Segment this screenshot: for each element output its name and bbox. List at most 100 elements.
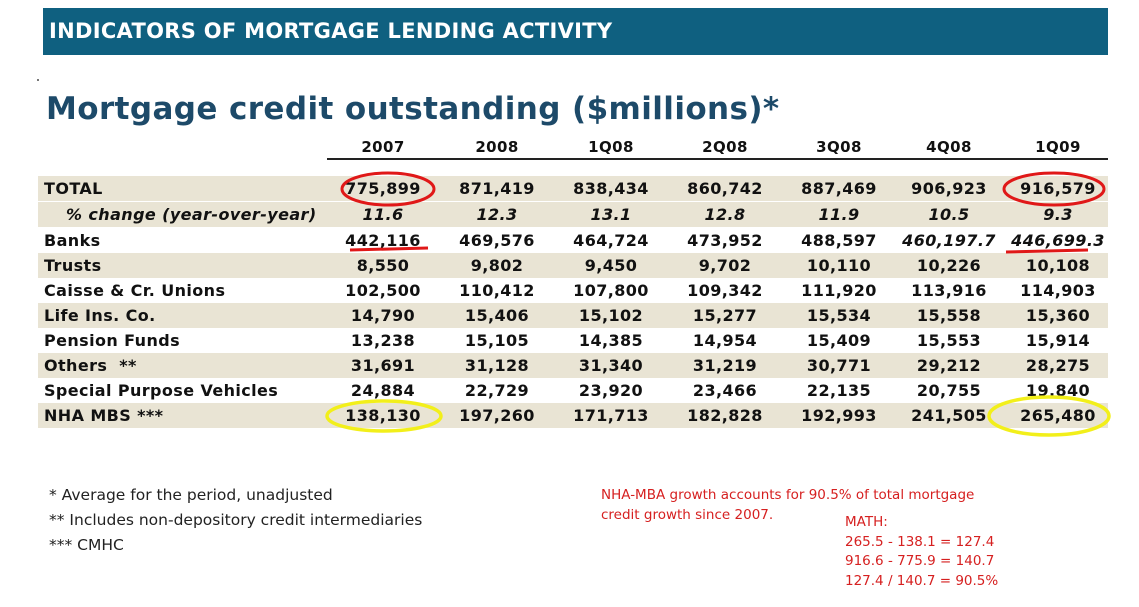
table-cell: 138,130 — [345, 406, 421, 425]
table-cell: 29,212 — [916, 356, 982, 375]
col-header: 2Q08 — [702, 138, 748, 156]
section-banner: INDICATORS OF MORTGAGE LENDING ACTIVITY — [43, 8, 1108, 55]
table-cell: 10.5 — [928, 205, 970, 224]
table-row-life-ins: Life Ins. Co. 14,790 15,406 15,102 15,27… — [38, 303, 1108, 328]
table-cell: 15,534 — [806, 306, 872, 325]
col-header: 2007 — [361, 138, 405, 156]
row-label: Others ** — [44, 356, 137, 375]
row-label: Special Purpose Vehicles — [44, 381, 279, 400]
table-cell: 916,579 — [1020, 179, 1096, 198]
table-cell: 23,920 — [578, 381, 644, 400]
table-row-nha-mbs: NHA MBS *** 138,130 197,260 171,713 182,… — [38, 403, 1108, 428]
footnote: * Average for the period, unadjusted — [49, 486, 333, 504]
table-cell: 15,553 — [916, 331, 982, 350]
table-cell: 775,899 — [345, 179, 421, 198]
table-cell: 887,469 — [801, 179, 877, 198]
table-cell: 23,466 — [692, 381, 758, 400]
math-line: 265.5 - 138.1 = 127.4 — [845, 533, 995, 550]
table-header-row: 2007 2008 1Q08 2Q08 3Q08 4Q08 1Q09 — [38, 135, 1108, 160]
table-cell: 15,105 — [464, 331, 530, 350]
table-cell: 15,277 — [692, 306, 758, 325]
table-cell: 442,116 — [345, 231, 421, 250]
table-cell: 488,597 — [801, 231, 877, 250]
table-cell: 12.8 — [704, 205, 746, 224]
table-cell: 11.9 — [818, 205, 860, 224]
table-row-caisse: Caisse & Cr. Unions 102,500 110,412 107,… — [38, 278, 1108, 303]
table-cell: 241,505 — [911, 406, 987, 425]
table-cell: 14,790 — [350, 306, 416, 325]
table-cell: 107,800 — [573, 281, 649, 300]
table-cell: 113,916 — [911, 281, 987, 300]
row-label: Banks — [44, 231, 101, 250]
table-row-trusts: Trusts 8,550 9,802 9,450 9,702 10,110 10… — [38, 253, 1108, 278]
stray-dot — [37, 79, 39, 81]
table-cell: 860,742 — [687, 179, 763, 198]
table-row-pct-change: % change (year-over-year) 11.6 12.3 13.1… — [38, 202, 1108, 227]
table-cell: 28,275 — [1025, 356, 1091, 375]
table-cell: 14,385 — [578, 331, 644, 350]
col-header: 3Q08 — [816, 138, 862, 156]
table-cell: 31,691 — [350, 356, 416, 375]
table-cell: 15,360 — [1025, 306, 1091, 325]
table-cell: 838,434 — [573, 179, 649, 198]
table-cell: 265,480 — [1020, 406, 1096, 425]
table-cell: 12.3 — [476, 205, 518, 224]
table-cell: 10,110 — [806, 256, 872, 275]
table-cell: 24,884 — [350, 381, 416, 400]
table-cell: 473,952 — [687, 231, 763, 250]
table-cell: 30,771 — [806, 356, 872, 375]
table-cell: 11.6 — [362, 205, 404, 224]
table-cell: 14,954 — [692, 331, 758, 350]
table-cell: 464,724 — [573, 231, 649, 250]
table-cell: 15,409 — [806, 331, 872, 350]
table-cell: 469,576 — [459, 231, 535, 250]
table-cell: 9,450 — [584, 256, 638, 275]
col-header: 1Q09 — [1035, 138, 1081, 156]
table-cell: 22,729 — [464, 381, 530, 400]
annotation-line: credit growth since 2007. — [601, 507, 774, 523]
table-cell: 31,340 — [578, 356, 644, 375]
annotation-note: NHA-MBA growth accounts for 90.5% of tot… — [601, 485, 1021, 525]
table-cell: 20,755 — [916, 381, 982, 400]
col-header: 1Q08 — [588, 138, 634, 156]
col-header: 2008 — [475, 138, 519, 156]
annotation-line: NHA-MBA growth accounts for 90.5% of tot… — [601, 487, 975, 503]
table-cell: 446,699.3 — [1011, 231, 1105, 250]
table-row-others: Others ** 31,691 31,128 31,340 31,219 30… — [38, 353, 1108, 378]
row-label: Pension Funds — [44, 331, 181, 350]
annotation-math: MATH: 265.5 - 138.1 = 127.4 916.6 - 775.… — [845, 513, 998, 591]
table-cell: 9,802 — [470, 256, 524, 275]
table-cell: 9,702 — [698, 256, 752, 275]
table-cell: 192,993 — [801, 406, 877, 425]
row-label: Trusts — [44, 256, 102, 275]
footnote: ** Includes non-depository credit interm… — [49, 511, 423, 529]
row-label: NHA MBS *** — [44, 406, 164, 425]
table-cell: 22,135 — [806, 381, 872, 400]
table-cell: 19,840 — [1025, 381, 1091, 400]
table-cell: 10,226 — [916, 256, 982, 275]
col-header: 4Q08 — [926, 138, 972, 156]
table-cell: 31,128 — [464, 356, 530, 375]
math-line: 916.6 - 775.9 = 140.7 — [845, 553, 995, 569]
table-cell: 8,550 — [356, 256, 410, 275]
table-cell: 15,406 — [464, 306, 530, 325]
table-cell: 871,419 — [459, 179, 535, 198]
row-label: % change (year-over-year) — [66, 205, 317, 224]
table-cell: 15,558 — [916, 306, 982, 325]
table-row-spv: Special Purpose Vehicles 24,884 22,729 2… — [38, 378, 1108, 403]
table-cell: 109,342 — [687, 281, 763, 300]
math-title: MATH: — [845, 514, 888, 530]
table-cell: 110,412 — [459, 281, 535, 300]
table-cell: 13,238 — [350, 331, 416, 350]
table-cell: 182,828 — [687, 406, 763, 425]
table-cell: 13.1 — [590, 205, 632, 224]
page-title: Mortgage credit outstanding ($millions)* — [46, 91, 780, 127]
table-cell: 15,914 — [1025, 331, 1091, 350]
table-cell: 10,108 — [1025, 256, 1091, 275]
table-cell: 171,713 — [573, 406, 649, 425]
table-cell: 9.3 — [1043, 205, 1073, 224]
table-cell: 31,219 — [692, 356, 758, 375]
row-label: Life Ins. Co. — [44, 306, 156, 325]
table-row-pension: Pension Funds 13,238 15,105 14,385 14,95… — [38, 328, 1108, 353]
table-row-total: TOTAL 775,899 871,419 838,434 860,742 88… — [38, 176, 1108, 201]
